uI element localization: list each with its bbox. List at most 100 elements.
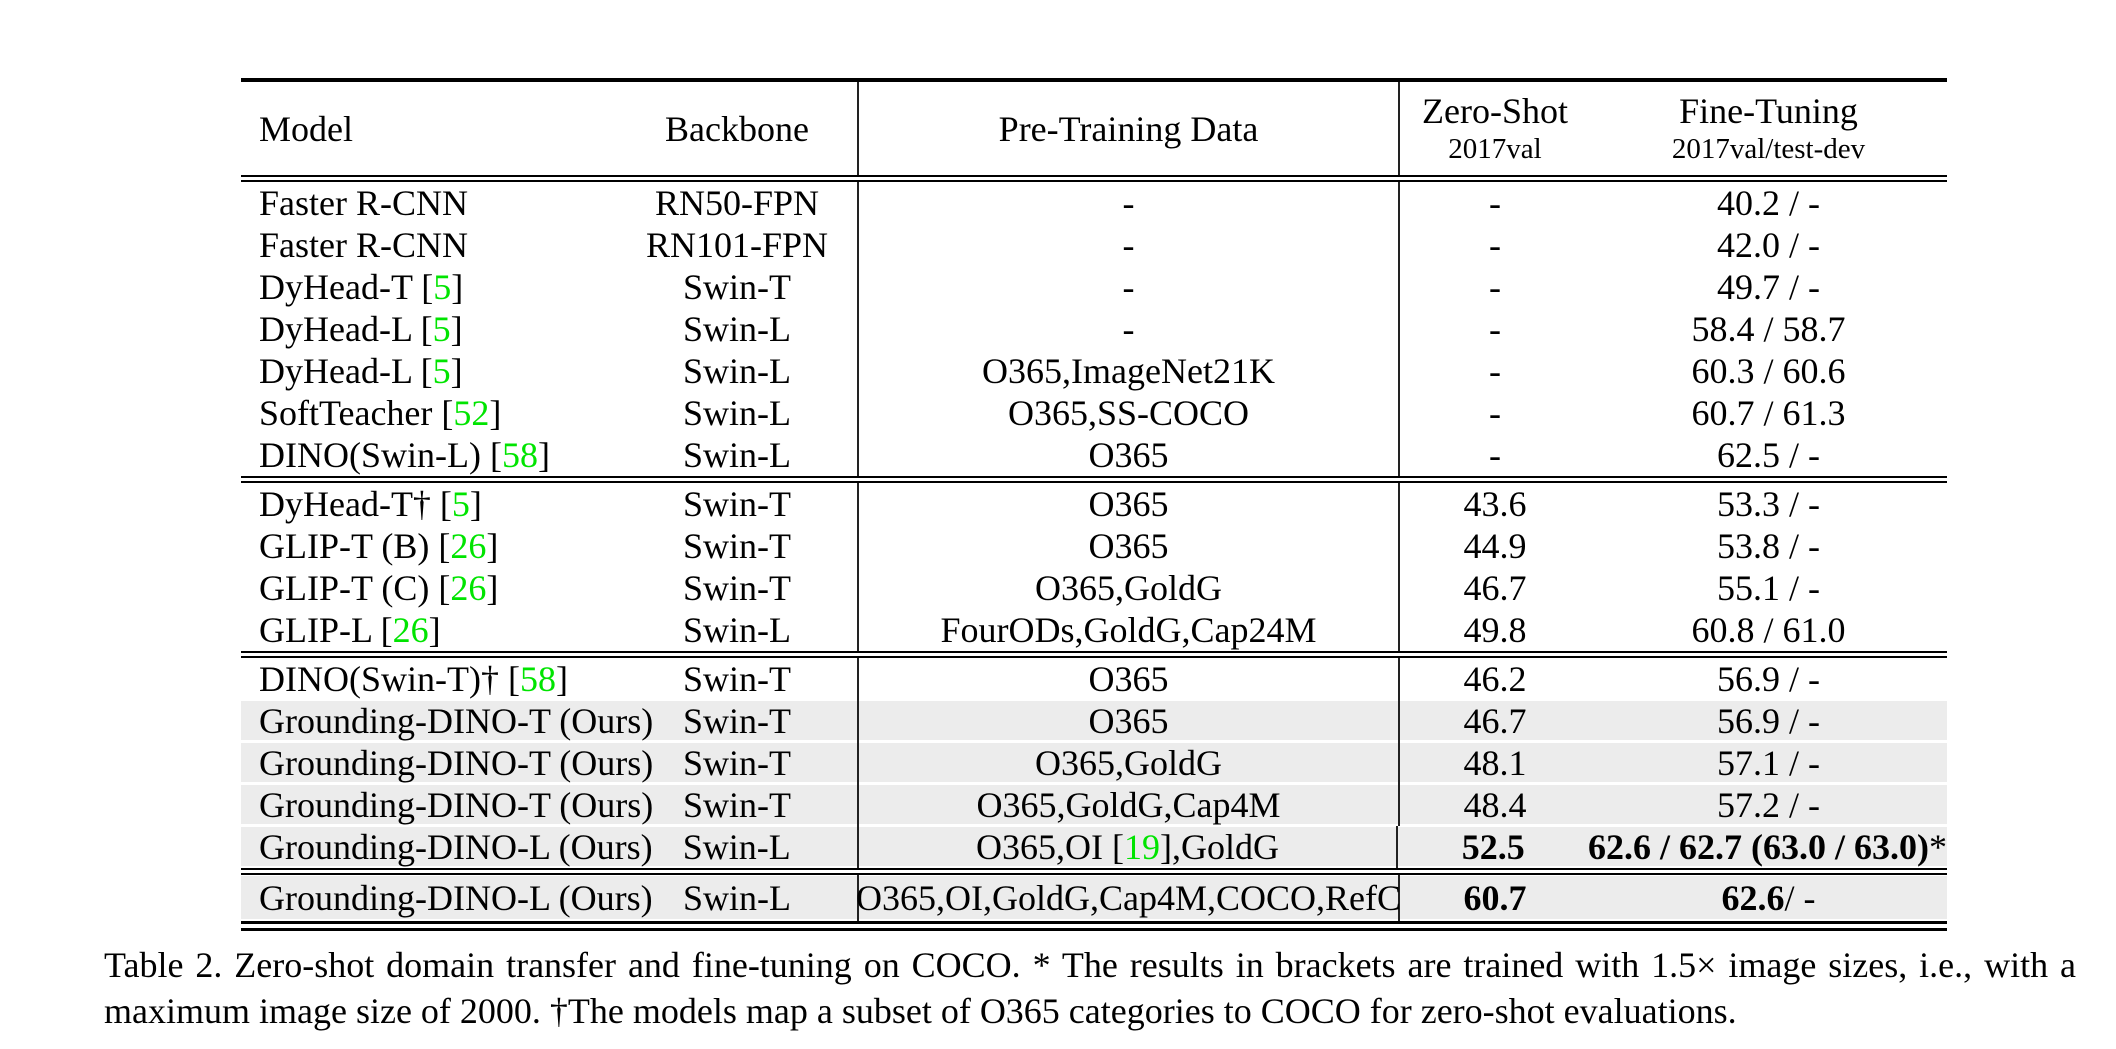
cell-zero-shot: - <box>1400 266 1590 308</box>
section-rule <box>241 651 1947 658</box>
cell-text: - <box>1489 393 1501 433</box>
cell-text: Swin-T <box>683 659 791 699</box>
cell-model: GLIP-L [26] <box>241 609 617 651</box>
header-zero-shot-label: Zero-Shot <box>1422 91 1568 132</box>
cell-model: DyHead-T† [5] <box>241 483 617 525</box>
cell-text: Grounding-DINO-T (Ours) <box>259 743 654 783</box>
cell-text: ] <box>450 309 463 349</box>
cell-text: DINO(Swin-L) [ <box>259 435 502 475</box>
caption-line-2: maximum image size of 2000. †The models … <box>104 991 1737 1031</box>
cell-text: Swin-L <box>683 393 791 433</box>
cell-text: 52.5 <box>1461 827 1525 867</box>
table-top-rule <box>241 78 1947 82</box>
cell-text: O365 <box>1088 659 1169 699</box>
cell-pretraining-data: O365,GoldG,Cap4M <box>857 784 1400 826</box>
cell-model: Grounding-DINO-L (Ours) <box>241 826 653 868</box>
cell-text: 60.7 <box>1463 878 1527 918</box>
cell-pretraining-data: O365,ImageNet21K <box>857 350 1400 392</box>
cell-model: DyHead-L [5] <box>241 308 617 350</box>
cell-text: 44.9 <box>1463 526 1527 566</box>
cell-fine-tuning: 62.6 / 62.7 (63.0 / 63.0) * <box>1588 826 1947 868</box>
cell-fine-tuning: 42.0 / - <box>1590 224 1947 266</box>
cell-backbone: RN101-FPN <box>617 224 857 266</box>
cell-backbone: Swin-L <box>617 308 857 350</box>
cell-backbone: Swin-L <box>617 350 857 392</box>
cell-text: 58.4 / 58.7 <box>1691 309 1846 349</box>
cell-model: Grounding-DINO-L (Ours) <box>241 875 653 921</box>
table-row: GLIP-T (C) [26] Swin-T O365,GoldG 46.7 55.1 … <box>241 567 1947 609</box>
cell-model: Grounding-DINO-T (Ours) <box>241 742 653 784</box>
cell-text: - <box>1122 183 1135 223</box>
cell-text: DyHead-L [ <box>259 309 433 349</box>
cell-text: O365,GoldG,Cap4M <box>976 785 1281 825</box>
cell-backbone: Swin-T <box>617 784 857 826</box>
cell-model: Grounding-DINO-T (Ours) <box>241 700 653 742</box>
cell-text: - <box>1489 435 1501 475</box>
cell-text: O365,SS-COCO <box>1007 393 1250 433</box>
cell-zero-shot: - <box>1400 350 1590 392</box>
table-row: DINO(Swin-T)† [58] Swin-T O365 46.2 56.9 / - <box>241 658 1947 700</box>
cell-backbone: RN50-FPN <box>617 182 857 224</box>
cell-text: - <box>1122 309 1135 349</box>
citation-ref: 5 <box>451 484 470 524</box>
cell-zero-shot: 46.2 <box>1400 658 1590 700</box>
cell-model: DyHead-T [5] <box>241 266 617 308</box>
cell-text: DyHead-T [ <box>259 267 434 307</box>
cell-text: Swin-T <box>683 267 791 307</box>
cell-text: O365 <box>1088 484 1169 524</box>
cell-fine-tuning: 57.2 / - <box>1590 784 1947 826</box>
cell-text: - <box>1489 351 1501 391</box>
table-bottom-rule <box>241 921 1947 931</box>
cell-text: Grounding-DINO-T (Ours) <box>259 785 654 825</box>
cell-model: SoftTeacher [52] <box>241 392 617 434</box>
cell-pretraining-data: O365,GoldG <box>857 742 1400 784</box>
cell-text: 46.2 <box>1463 659 1527 699</box>
cell-text: FourODs,GoldG,Cap24M <box>940 610 1317 650</box>
cell-text: 62.5 / - <box>1717 435 1820 475</box>
cell-zero-shot: 60.7 <box>1400 875 1590 921</box>
cell-backbone: Swin-T <box>617 483 857 525</box>
cell-backbone: Swin-L <box>617 392 857 434</box>
header-pretraining-data: Pre-Training Data <box>857 82 1400 175</box>
cell-model: DINO(Swin-T)† [58] <box>241 658 617 700</box>
cell-text: GLIP-T (C) [ <box>259 568 451 608</box>
table-row: GLIP-T (B) [26] Swin-T O365 44.9 53.8 / - <box>241 525 1947 567</box>
cell-backbone: Swin-T <box>617 700 857 742</box>
cell-text: O365,GoldG <box>1035 568 1222 608</box>
citation-ref: 26 <box>450 526 487 566</box>
cell-pretraining-data: - <box>857 224 1400 266</box>
cell-text: Swin-L <box>683 351 791 391</box>
cell-model: Faster R-CNN <box>241 224 617 266</box>
cell-text: Swin-T <box>683 568 791 608</box>
cell-backbone: Swin-T <box>617 266 857 308</box>
cell-zero-shot: - <box>1400 182 1590 224</box>
cell-backbone: Swin-T <box>617 658 857 700</box>
cell-zero-shot: - <box>1400 434 1590 476</box>
cell-text: O365,GoldG <box>1035 743 1222 783</box>
cell-fine-tuning: 53.8 / - <box>1590 525 1947 567</box>
citation-ref: 52 <box>453 393 490 433</box>
table-row: Grounding-DINO-T (Ours) Swin-T O365,GoldG 4… <box>241 742 1947 784</box>
cell-text: 40.2 / - <box>1717 183 1820 223</box>
cell-text: 56.9 / - <box>1717 659 1820 699</box>
cell-fine-tuning: 55.1 / - <box>1590 567 1947 609</box>
cell-text: 57.2 / - <box>1717 785 1820 825</box>
cell-pretraining-data: FourODs,GoldG,Cap24M <box>857 609 1400 651</box>
cell-model: Faster R-CNN <box>241 182 617 224</box>
cell-zero-shot: 49.8 <box>1400 609 1590 651</box>
cell-text: ] <box>537 435 550 475</box>
citation-ref: 58 <box>501 435 538 475</box>
cell-zero-shot: 43.6 <box>1400 483 1590 525</box>
cell-text: Swin-L <box>683 610 791 650</box>
cell-backbone: Swin-L <box>617 609 857 651</box>
cell-pretraining-data: O365,OI,GoldG,Cap4M,COCO,RefC <box>856 875 1401 921</box>
cell-fine-tuning: 40.2 / - <box>1590 182 1947 224</box>
table-header-row: Model Backbone Pre-Training Data Zero-Sh… <box>241 82 1947 175</box>
cell-text: - <box>1122 267 1135 307</box>
cell-text: 55.1 / - <box>1717 568 1820 608</box>
header-zero-shot-sub: 2017val <box>1448 132 1542 165</box>
cell-zero-shot: 48.1 <box>1400 742 1590 784</box>
cell-text: ] <box>489 393 502 433</box>
cell-fine-tuning: 58.4 / 58.7 <box>1590 308 1947 350</box>
cell-text: ] <box>450 351 463 391</box>
